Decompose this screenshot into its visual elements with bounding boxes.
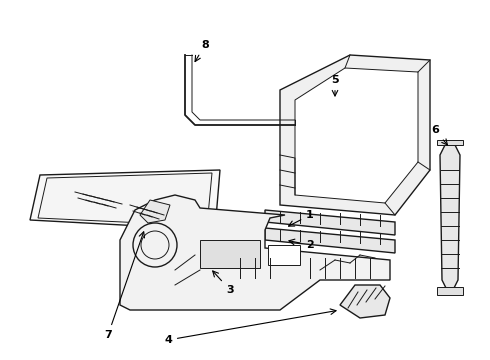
Polygon shape (437, 140, 463, 145)
Text: 6: 6 (431, 125, 447, 145)
Polygon shape (437, 287, 463, 295)
Polygon shape (295, 68, 418, 203)
Polygon shape (265, 210, 395, 235)
Text: 3: 3 (213, 271, 234, 295)
Polygon shape (120, 195, 390, 310)
Text: 4: 4 (164, 309, 336, 345)
Polygon shape (140, 200, 170, 223)
Text: 7: 7 (104, 232, 145, 340)
Polygon shape (30, 170, 220, 230)
Polygon shape (265, 228, 395, 253)
Text: 5: 5 (331, 75, 339, 96)
Text: 1: 1 (289, 210, 314, 226)
Polygon shape (200, 240, 260, 268)
Polygon shape (440, 145, 460, 290)
Text: 8: 8 (195, 40, 209, 62)
Polygon shape (38, 173, 212, 226)
Polygon shape (280, 55, 430, 215)
Polygon shape (340, 285, 390, 318)
Polygon shape (268, 245, 300, 265)
Text: 2: 2 (289, 239, 314, 250)
